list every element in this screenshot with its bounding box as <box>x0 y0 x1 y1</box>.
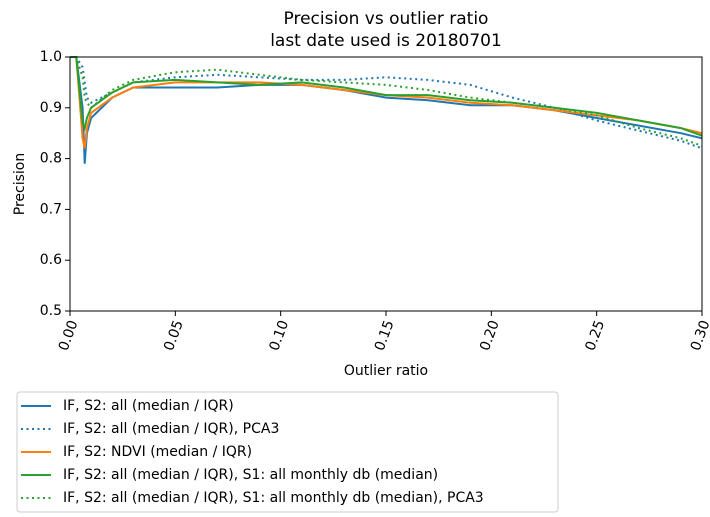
y-tick-label: 0.6 <box>40 252 62 268</box>
x-tick-label: 0.30 <box>688 318 710 353</box>
x-tick-label: 0.05 <box>161 318 187 353</box>
chart-title: Precision vs outlier ratio <box>284 9 489 29</box>
legend-box <box>16 391 559 513</box>
legend-label: IF, S2: all (median / IQR) <box>63 398 234 414</box>
y-tick-label: 0.9 <box>40 100 62 116</box>
y-tick-label: 0.8 <box>40 151 62 167</box>
plot-frame <box>69 56 703 312</box>
x-axis-label: Outlier ratio <box>344 363 428 379</box>
x-tick-label: 0.00 <box>56 318 82 353</box>
series-line <box>70 56 702 137</box>
legend-label: IF, S2: all (median / IQR), PCA3 <box>63 421 279 437</box>
legend-label: IF, S2: NDVI (median / IQR) <box>63 444 252 460</box>
y-axis-label: Precision <box>12 153 28 215</box>
x-tick-label: 0.20 <box>477 318 503 353</box>
series-line <box>70 56 702 150</box>
y-tick-label: 0.7 <box>40 201 62 217</box>
x-tick-label: 0.15 <box>372 318 398 353</box>
series-line <box>70 56 702 147</box>
series-line <box>70 56 702 164</box>
legend-label: IF, S2: all (median / IQR), S1: all mont… <box>63 467 438 483</box>
x-tick-label: 0.25 <box>582 318 608 353</box>
chart-subtitle: last date used is 20180701 <box>270 31 502 51</box>
x-tick-label: 0.10 <box>266 318 292 353</box>
series-line <box>70 56 702 149</box>
y-tick-label: 1.0 <box>40 49 62 65</box>
legend-label: IF, S2: all (median / IQR), S1: all mont… <box>63 490 484 506</box>
y-tick-label: 0.5 <box>40 303 62 319</box>
